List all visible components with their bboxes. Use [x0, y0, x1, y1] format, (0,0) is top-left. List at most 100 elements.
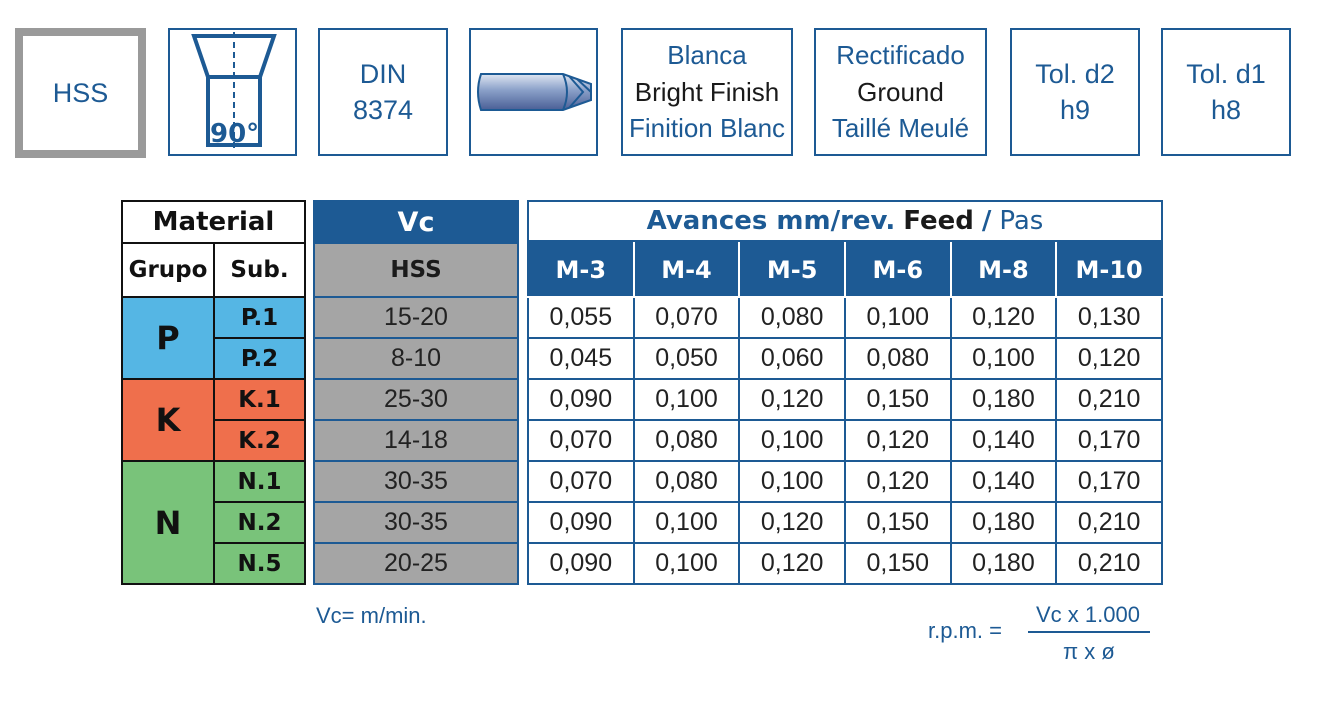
feed-cell: 0,100	[843, 296, 952, 339]
feed-cell: 0,120	[949, 296, 1058, 339]
feed-cell: 0,080	[632, 419, 741, 462]
table-row: 0,090 0,100 0,120 0,150 0,180 0,210	[527, 501, 1163, 544]
feed-cell: 0,170	[1055, 460, 1163, 503]
tol-d1-box: Tol. d1 h8	[1161, 28, 1291, 156]
angle-label: 90°	[210, 118, 260, 149]
vc-value: 15-20	[313, 296, 519, 339]
table-row: 0,090 0,100 0,120 0,150 0,180 0,210	[527, 378, 1163, 421]
sub-p2: P.2	[213, 337, 306, 380]
feed-cell: 0,090	[527, 501, 635, 544]
tol-d2-label: Tol. d2	[1035, 58, 1115, 89]
tol-d1-label: Tol. d1	[1186, 58, 1266, 89]
feed-cell: 0,100	[738, 419, 846, 462]
sub-n5: N.5	[213, 542, 306, 585]
col-m6: M-6	[843, 242, 952, 298]
material-hss-box: HSS	[15, 28, 146, 158]
feed-title-sep: /	[981, 206, 992, 236]
feed-cell: 0,150	[843, 501, 952, 544]
fraction-bar	[1028, 631, 1150, 633]
feed-cell: 0,210	[1055, 542, 1163, 585]
tol-d2-value: h9	[1059, 95, 1091, 125]
group-header: Grupo	[121, 242, 215, 298]
vc-value: 20-25	[313, 542, 519, 585]
vc-title: Vc	[313, 200, 519, 244]
col-m4: M-4	[632, 242, 741, 298]
feed-cell: 0,070	[632, 296, 741, 339]
feed-cell: 0,150	[843, 542, 952, 585]
ground-box: Rectificado Ground Taillé Meulé	[814, 28, 987, 156]
ground-es: Rectificado	[836, 40, 965, 71]
feed-cell: 0,150	[843, 378, 952, 421]
feed-cell: 0,120	[1055, 337, 1163, 380]
group-n: N	[121, 460, 215, 585]
feed-cell: 0,140	[949, 419, 1058, 462]
feed-cell: 0,060	[738, 337, 846, 380]
rpm-label: r.p.m. =	[928, 618, 1002, 643]
feed-cell: 0,140	[949, 460, 1058, 503]
feed-cell: 0,120	[738, 501, 846, 544]
vc-value: 25-30	[313, 378, 519, 421]
feed-cell: 0,210	[1055, 378, 1163, 421]
feed-title-en: Feed	[903, 206, 974, 236]
feed-cell: 0,080	[632, 460, 741, 503]
rpm-denominator: π x ø	[1063, 639, 1115, 664]
material-title: Material	[121, 200, 306, 244]
vc-value: 30-35	[313, 460, 519, 503]
feed-cell: 0,050	[632, 337, 741, 380]
sub-p1: P.1	[213, 296, 306, 339]
ground-fr: Taillé Meulé	[831, 113, 970, 144]
feed-cell: 0,120	[843, 460, 952, 503]
finish-en: Bright Finish	[634, 76, 780, 107]
vc-table: Vc HSS 15-20 8-10 25-30 14-18 30-35 30-3…	[313, 200, 519, 585]
finish-box: Blanca Bright Finish Finition Blanc	[621, 28, 793, 156]
feed-cell: 0,170	[1055, 419, 1163, 462]
group-p: P	[121, 296, 215, 380]
countersink-icon	[191, 32, 277, 148]
feed-table: M-3 M-4 M-5 M-6 M-8 M-10 0,055 0,070 0,0…	[527, 242, 1163, 585]
tol-d1-value: h8	[1210, 95, 1242, 125]
drill-box	[469, 28, 598, 156]
col-m5: M-5	[738, 242, 846, 298]
vc-unit-note: Vc= m/min.	[316, 603, 427, 628]
table-row: 0,045 0,050 0,060 0,080 0,100 0,120	[527, 337, 1163, 380]
feed-cell: 0,100	[632, 542, 741, 585]
feed-cell: 0,070	[527, 460, 635, 503]
col-m10: M-10	[1055, 242, 1163, 298]
table-row: 0,070 0,080 0,100 0,120 0,140 0,170	[527, 419, 1163, 462]
feed-cell: 0,070	[527, 419, 635, 462]
feed-header-row: M-3 M-4 M-5 M-6 M-8 M-10	[527, 242, 1163, 298]
finish-fr: Finition Blanc	[628, 113, 786, 144]
feed-title: Avances mm/rev. Feed / Pas	[527, 200, 1163, 242]
feed-cell: 0,180	[949, 542, 1058, 585]
feed-cell: 0,080	[738, 296, 846, 339]
feed-cell: 0,120	[738, 542, 846, 585]
feed-cell: 0,090	[527, 378, 635, 421]
col-m3: M-3	[527, 242, 635, 298]
feed-cell: 0,120	[738, 378, 846, 421]
sub-n2: N.2	[213, 501, 306, 544]
feed-cell: 0,120	[843, 419, 952, 462]
material-hss-label: HSS	[52, 77, 109, 108]
feed-cell: 0,100	[738, 460, 846, 503]
feed-title-fr: Pas	[999, 206, 1044, 236]
group-k: K	[121, 378, 215, 462]
feed-title-es: Avances mm/rev.	[646, 206, 896, 236]
table-row: 0,090 0,100 0,120 0,150 0,180 0,210	[527, 542, 1163, 585]
din-number: 8374	[352, 95, 414, 125]
feed-cell: 0,180	[949, 501, 1058, 544]
col-m8: M-8	[949, 242, 1058, 298]
sub-k2: K.2	[213, 419, 306, 462]
din-box: DIN 8374	[318, 28, 448, 156]
feed-cell: 0,090	[527, 542, 635, 585]
din-label: DIN	[359, 58, 407, 89]
rpm-numerator: Vc x 1.000	[1036, 602, 1140, 627]
sub-k1: K.1	[213, 378, 306, 421]
tol-d2-box: Tol. d2 h9	[1010, 28, 1140, 156]
feed-cell: 0,130	[1055, 296, 1163, 339]
vc-hss: HSS	[313, 242, 519, 298]
vc-value: 14-18	[313, 419, 519, 462]
finish-es: Blanca	[667, 40, 747, 71]
feed-cell: 0,045	[527, 337, 635, 380]
material-table: Material Grupo Sub. P P.1 P.2 K K.1 K.2 …	[121, 200, 306, 585]
feed-cell: 0,210	[1055, 501, 1163, 544]
